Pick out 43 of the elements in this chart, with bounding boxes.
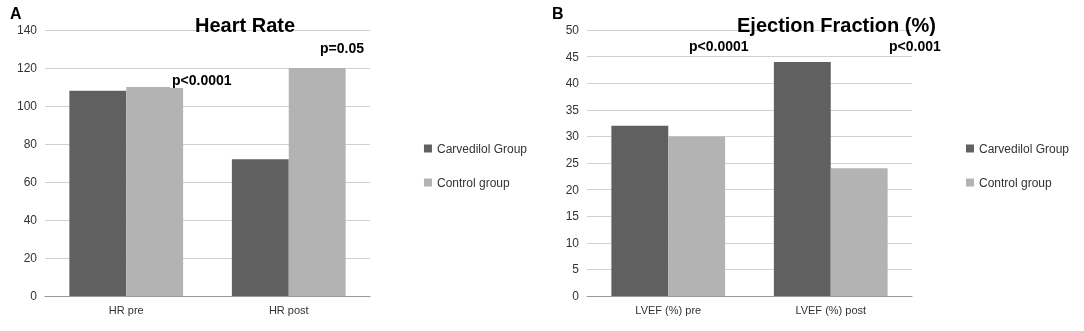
bar	[611, 125, 669, 296]
y-tick-label: 50	[565, 23, 580, 37]
y-tick-label: 25	[565, 156, 580, 170]
legend-label: Carvedilol Group	[436, 141, 528, 156]
y-tick-label: 20	[565, 182, 580, 197]
bar	[126, 87, 184, 296]
y-tick-label: 15	[565, 209, 580, 224]
legend-label: Carvedilol Group	[978, 141, 1070, 156]
x-tick-label: HR pre	[108, 303, 144, 316]
annotation: p<0.001	[889, 38, 941, 54]
bar	[288, 68, 346, 296]
annotation: p<0.0001	[689, 38, 749, 54]
y-tick-label: 5	[572, 262, 580, 277]
bar	[830, 168, 888, 296]
y-tick-label: 40	[23, 213, 38, 227]
chart-title: Ejection Fraction (%)	[737, 14, 936, 36]
x-tick-label: LVEF (%) post	[795, 303, 867, 316]
y-tick-label: 100	[16, 99, 38, 113]
text: B	[552, 4, 564, 22]
y-tick-label: 45	[565, 49, 580, 64]
y-tick-label: 20	[23, 251, 38, 265]
bar	[231, 159, 289, 296]
y-tick-label: 80	[23, 137, 38, 151]
y-tick-label: 140	[16, 23, 38, 37]
legend-label: Control group	[978, 175, 1052, 190]
legend-label: Control group	[436, 175, 510, 190]
bar	[773, 61, 831, 296]
y-tick-label: 10	[565, 235, 580, 250]
y-tick-label: 30	[565, 129, 580, 144]
y-tick-label: 0	[572, 289, 580, 303]
y-tick-label: 40	[565, 76, 580, 91]
x-tick-label: HR post	[268, 303, 309, 316]
y-tick-label: 35	[565, 102, 580, 117]
text: A	[10, 4, 22, 22]
x-tick-label: LVEF (%) pre	[635, 303, 702, 316]
chart-title: Heart Rate	[195, 14, 296, 36]
annotation: p=0.05	[320, 40, 365, 56]
y-tick-label: 0	[30, 289, 38, 303]
bar	[69, 90, 127, 296]
y-tick-label: 60	[23, 175, 38, 189]
y-tick-label: 120	[16, 61, 38, 75]
bar	[668, 136, 726, 296]
annotation: p<0.0001	[172, 72, 232, 88]
